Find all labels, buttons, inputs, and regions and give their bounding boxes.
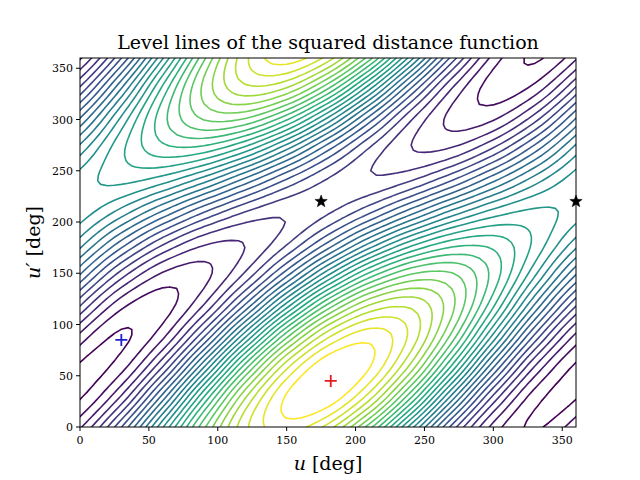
x-tick [80, 427, 81, 431]
y-tick-label: 50 [59, 370, 73, 383]
y-tick [76, 68, 80, 69]
y-tick-label: 200 [52, 216, 73, 229]
contour-line [80, 58, 576, 427]
x-tick [286, 427, 287, 431]
label-symbol: u′ [22, 262, 44, 279]
y-axis-label: u′ [deg] [22, 206, 44, 279]
contour-line [248, 58, 407, 427]
x-tick-label: 300 [483, 434, 504, 447]
x-tick [562, 427, 563, 431]
x-tick-label: 100 [207, 434, 228, 447]
x-tick [424, 427, 425, 431]
x-tick-label: 50 [142, 434, 156, 447]
contour-line [80, 58, 576, 427]
y-tick-label: 250 [52, 165, 73, 178]
y-tick [76, 119, 80, 120]
x-tick-label: 350 [552, 434, 573, 447]
contour-line [190, 58, 466, 427]
y-tick-label: 350 [52, 62, 73, 75]
contour-line [179, 58, 477, 427]
y-tick-label: 300 [52, 114, 73, 127]
contour-line [155, 58, 502, 427]
contour-line [80, 58, 576, 427]
star-marker [315, 195, 327, 207]
x-tick-label: 250 [414, 434, 435, 447]
star-marker [570, 195, 582, 207]
label-symbol: u [294, 452, 306, 474]
contour-line [80, 58, 576, 427]
plot-area [80, 58, 576, 427]
contour-line [80, 58, 576, 427]
chart: 0 50 100 150 200 250 300 350 0 50 100 150 200 250 300 3… [0, 0, 640, 480]
x-tick [217, 427, 218, 431]
contour-line [98, 58, 559, 427]
contour-line [125, 58, 532, 427]
plus-marker [325, 375, 337, 387]
x-tick [148, 427, 149, 431]
contour-line [224, 58, 432, 427]
y-tick [76, 427, 80, 428]
contour-line [80, 58, 576, 427]
contour-line [281, 343, 375, 419]
x-tick-label: 150 [276, 434, 297, 447]
contour-line [80, 58, 576, 427]
label-unit: [deg] [22, 206, 44, 262]
contour-line [141, 58, 514, 427]
y-tick-label: 0 [66, 421, 73, 434]
x-tick-label: 0 [77, 434, 84, 447]
x-tick [493, 427, 494, 431]
y-tick [76, 170, 80, 171]
contour-line [236, 58, 421, 427]
contour-line [80, 58, 576, 427]
x-tick [355, 427, 356, 431]
y-tick [76, 324, 80, 325]
x-axis-label: u [deg] [294, 452, 363, 474]
contour-line [80, 58, 576, 427]
contour-line [263, 58, 393, 427]
contour-line [212, 58, 443, 427]
contour-line [80, 58, 576, 427]
contour-line [80, 58, 576, 427]
x-tick-label: 200 [345, 434, 366, 447]
plus-marker [115, 334, 127, 346]
contour-line [80, 58, 576, 427]
y-tick [76, 375, 80, 376]
contour-line [167, 58, 489, 427]
contour-line [80, 58, 576, 427]
y-tick [76, 273, 80, 274]
y-tick [76, 222, 80, 223]
contour-line [201, 58, 455, 427]
contour-line [80, 58, 576, 427]
background [0, 0, 640, 480]
label-unit: [deg] [306, 452, 362, 474]
contour-line [80, 58, 576, 427]
y-tick-label: 100 [52, 319, 73, 332]
title: Level lines of the squared distance func… [117, 31, 539, 53]
markers [115, 195, 582, 387]
frame [80, 58, 576, 427]
y-tick-label: 150 [52, 267, 73, 280]
